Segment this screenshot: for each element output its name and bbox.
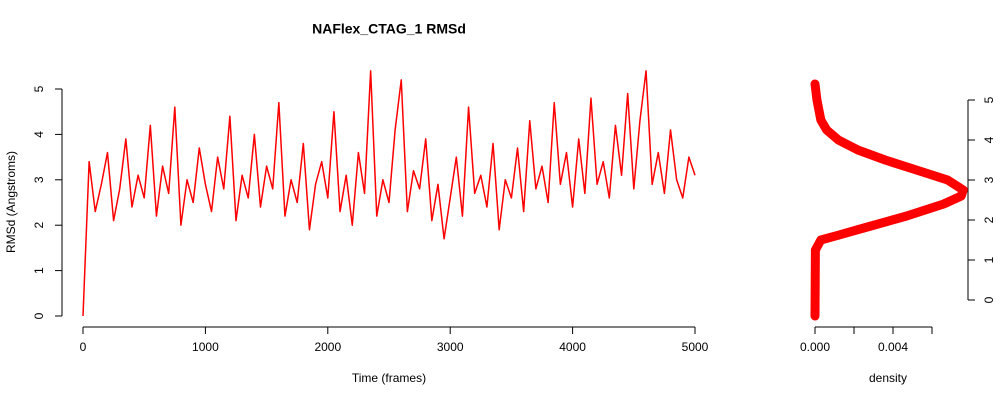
x-tick-label: 1000 bbox=[192, 340, 219, 354]
x-tick-label: 2000 bbox=[314, 340, 341, 354]
y-tick-label: 1 bbox=[982, 256, 996, 263]
y-tick-label: 5 bbox=[32, 85, 46, 92]
x-tick-label: 5000 bbox=[682, 340, 709, 354]
y-tick-label: 2 bbox=[982, 216, 996, 223]
y-tick-label: 2 bbox=[32, 222, 46, 229]
x-tick-label: 0 bbox=[80, 340, 87, 354]
y-tick-label: 5 bbox=[982, 96, 996, 103]
data-line bbox=[82, 70, 696, 317]
chart-title: NAFlex_CTAG_1 RMSd bbox=[312, 21, 466, 37]
x-tick-label: 4000 bbox=[559, 340, 586, 354]
y-tick-label: 1 bbox=[32, 267, 46, 274]
y-tick-label: 3 bbox=[32, 176, 46, 183]
y-tick-label: 4 bbox=[32, 131, 46, 138]
y-axis-label: RMSd (Angstroms) bbox=[4, 151, 18, 253]
y-tick-label: 4 bbox=[982, 136, 996, 143]
x-tick-label: 0.000 bbox=[800, 340, 830, 354]
density-axis-label: density bbox=[869, 371, 907, 385]
density-curve bbox=[810, 79, 968, 321]
y-tick-label: 3 bbox=[982, 176, 996, 183]
x-tick-label: 0.004 bbox=[878, 340, 908, 354]
x-tick-label: 3000 bbox=[437, 340, 464, 354]
y-tick-label: 0 bbox=[32, 312, 46, 319]
x-axis-label: Time (frames) bbox=[352, 371, 426, 385]
y-tick-label: 0 bbox=[982, 296, 996, 303]
